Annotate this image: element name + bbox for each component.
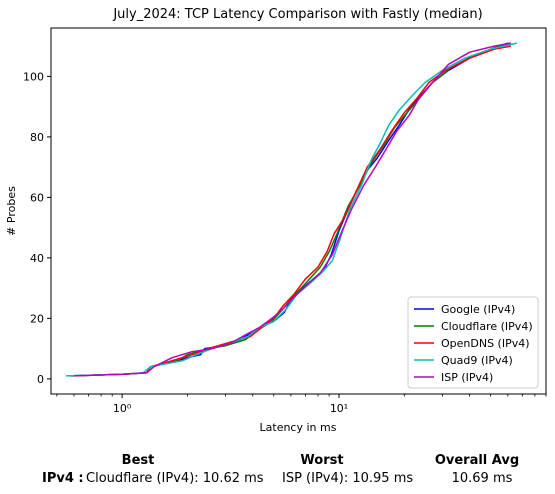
x-tick-label: 10⁰	[113, 402, 132, 415]
x-axis-label: Latency in ms	[260, 421, 337, 434]
legend: Google (IPv4) Cloudflare (IPv4) OpenDNS (I…	[408, 297, 538, 388]
overall-avg-value: 10.69 ms	[437, 471, 527, 486]
legend-label: Cloudflare (IPv4)	[441, 320, 533, 333]
ipv4-row-label: IPv4 :	[42, 471, 84, 486]
worst-value: ISP (IPv4): 10.95 ms	[282, 471, 432, 486]
best-value: Cloudflare (IPv4): 10.62 ms	[86, 471, 270, 486]
y-tick-label: 20	[30, 312, 44, 325]
overall-avg-header: Overall Avg	[417, 453, 537, 468]
latency-summary: Best Worst Overall Avg IPv4 : Cloudflare…	[0, 446, 555, 494]
y-axis-label: # Probes	[5, 186, 18, 236]
legend-label: Quad9 (IPv4)	[441, 354, 513, 367]
worst-header: Worst	[282, 453, 362, 468]
y-tick-label: 100	[23, 70, 44, 83]
y-tick-label: 80	[30, 131, 44, 144]
chart-title: July_2024: TCP Latency Comparison with F…	[112, 7, 482, 22]
y-tick-label: 60	[30, 191, 44, 204]
x-tick-label: 10¹	[330, 402, 348, 415]
latency-cdf-chart: July_2024: TCP Latency Comparison with F…	[0, 0, 555, 446]
legend-label: OpenDNS (IPv4)	[441, 337, 530, 350]
best-header: Best	[98, 453, 178, 468]
y-tick-label: 40	[30, 252, 44, 265]
legend-label: Google (IPv4)	[441, 303, 515, 316]
legend-label: ISP (IPv4)	[441, 371, 493, 384]
y-tick-label: 0	[37, 373, 44, 386]
